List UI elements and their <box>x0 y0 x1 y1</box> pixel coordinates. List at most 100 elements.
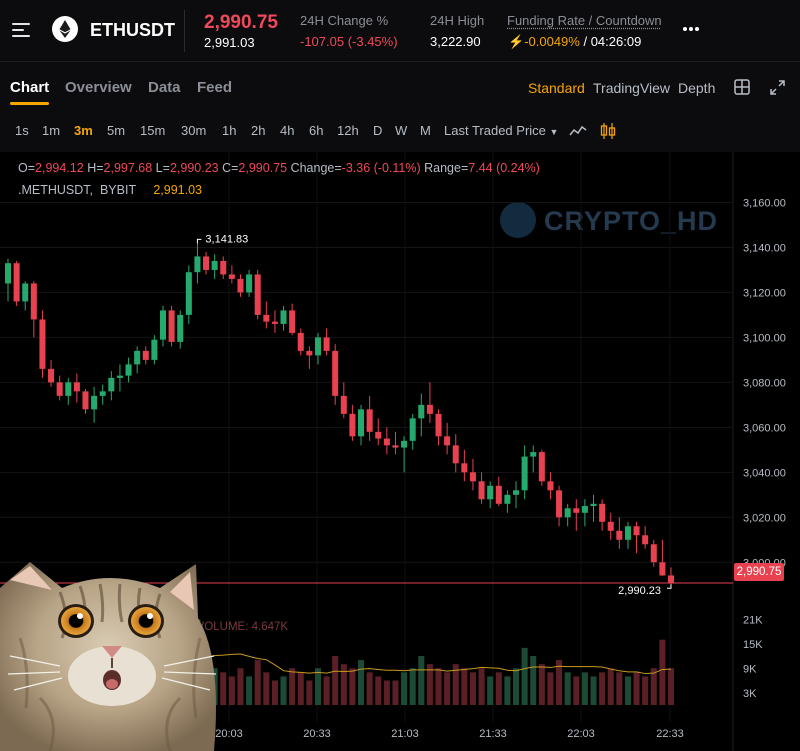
ohlc-open-label: O= <box>18 161 36 175</box>
volume-bar <box>599 672 606 705</box>
tabs-row: Chart Overview Data Feed Standard Tradin… <box>0 62 800 112</box>
volume-bar <box>263 672 270 705</box>
candle-body <box>82 391 89 410</box>
tab-overview[interactable]: Overview <box>65 79 132 96</box>
volume-bar <box>633 672 640 705</box>
tab-chart[interactable]: Chart <box>10 79 50 96</box>
interval-3m[interactable]: 3m <box>74 123 93 138</box>
interval-row: 1s 1m 3m 5m 15m 30m 1h 2h 4h 6h 12h D W … <box>0 112 800 152</box>
tab-feed[interactable]: Feed <box>197 79 233 96</box>
fullscreen-icon[interactable] <box>769 79 786 96</box>
volume-bar <box>306 680 313 705</box>
funding-label[interactable]: Funding Rate / Countdown <box>507 13 662 28</box>
interval-5m[interactable]: 5m <box>107 123 126 138</box>
volume-bar <box>624 676 631 705</box>
interval-w[interactable]: W <box>395 123 408 138</box>
more-icon[interactable] <box>683 27 703 35</box>
interval-1h[interactable]: 1h <box>222 123 237 138</box>
menu-icon[interactable] <box>12 20 32 40</box>
volume-tick-label: 3K <box>743 688 757 700</box>
view-standard[interactable]: Standard <box>528 80 585 96</box>
view-tradingview[interactable]: TradingView <box>593 80 671 96</box>
symbol-name[interactable]: ETHUSDT <box>90 20 175 40</box>
volume-bar <box>487 676 494 705</box>
volume-tick-label: 21K <box>743 614 763 626</box>
interval-30m[interactable]: 30m <box>181 123 207 138</box>
candle-body <box>314 337 321 356</box>
volume-bar <box>401 672 408 705</box>
interval-1s[interactable]: 1s <box>15 123 29 138</box>
candle-body <box>297 332 304 351</box>
volume-bar <box>297 672 304 705</box>
volume-bar <box>426 664 433 705</box>
interval-m[interactable]: M <box>420 123 431 138</box>
candle-body <box>375 431 382 439</box>
candle-body <box>56 382 63 396</box>
volume-bar <box>659 639 666 705</box>
volume-bar <box>237 668 244 705</box>
volume-bar <box>461 668 468 705</box>
y-tick-label: 3,160.00 <box>743 197 786 209</box>
volume-tick-label: 15K <box>743 639 763 651</box>
candle-body <box>547 481 554 491</box>
ohlc-high-label: H= <box>87 161 104 175</box>
y-tick-label: 3,140.00 <box>743 242 786 254</box>
active-tab-indicator <box>10 102 49 105</box>
ohlc-change: -3.36 (-0.11%) <box>341 161 421 175</box>
current-price-tag: 2,990.75 <box>734 563 784 581</box>
candle-body <box>616 530 623 540</box>
volume-bar <box>280 676 287 705</box>
candle-body <box>280 310 287 324</box>
candle-body <box>306 350 313 356</box>
ticker-header: ETHUSDT 2,990.75 2,991.03 24H Change % -… <box>0 0 800 62</box>
ohlc-close: 2,990.75 <box>238 161 288 175</box>
candle-body <box>65 382 72 396</box>
candle-body <box>409 418 416 441</box>
tab-data[interactable]: Data <box>148 79 181 96</box>
interval-d[interactable]: D <box>373 123 383 138</box>
interval-15m[interactable]: 15m <box>140 123 166 138</box>
candle-body <box>435 413 442 437</box>
candle-body <box>426 404 433 414</box>
volume-bar <box>271 680 278 705</box>
interval-2h[interactable]: 2h <box>251 123 266 138</box>
source-name: .METHUSDT, <box>18 183 93 197</box>
volume-value: VOLUME: 4.647K <box>196 621 289 633</box>
volume-bar <box>409 668 416 705</box>
candle-body <box>73 382 80 392</box>
volume-bar <box>246 676 253 705</box>
candle-body <box>134 350 141 365</box>
high-marker-arrow <box>196 238 202 244</box>
candle-body <box>30 283 37 320</box>
line-style-icon[interactable] <box>569 124 587 138</box>
candle-body <box>168 310 175 342</box>
volume-bar <box>478 668 485 705</box>
candle-body <box>530 452 537 457</box>
high-marker-label: 3,141.83 <box>205 233 248 245</box>
candle-body <box>590 503 597 507</box>
grid-layout-icon[interactable] <box>734 79 750 95</box>
candle-body <box>177 314 184 342</box>
price-type-select[interactable]: Last Traded Price ▼ <box>444 123 558 138</box>
y-tick-label: 3,080.00 <box>743 377 786 389</box>
view-depth[interactable]: Depth <box>678 80 716 96</box>
candle-body <box>392 445 399 448</box>
candle-style-icon[interactable] <box>600 122 616 140</box>
interval-4h[interactable]: 4h <box>280 123 295 138</box>
funding-value: ⚡-0.0049% / 04:26:09 <box>508 34 641 50</box>
interval-12h[interactable]: 12h <box>337 123 359 138</box>
candle-body <box>564 508 571 518</box>
candle-body <box>13 263 20 302</box>
candle-body <box>667 575 675 584</box>
volume-bar <box>340 664 347 705</box>
candle-body <box>452 445 459 464</box>
x-tick-label: 20:33 <box>303 728 331 740</box>
ohlc-low-label: L= <box>155 161 170 175</box>
candle-body <box>48 368 55 383</box>
candle-body <box>487 485 494 500</box>
high-value: 3,222.90 <box>430 34 481 49</box>
interval-1m[interactable]: 1m <box>42 123 61 138</box>
watermark-logo-icon <box>500 202 536 238</box>
candle-body <box>383 438 390 446</box>
interval-6h[interactable]: 6h <box>309 123 324 138</box>
